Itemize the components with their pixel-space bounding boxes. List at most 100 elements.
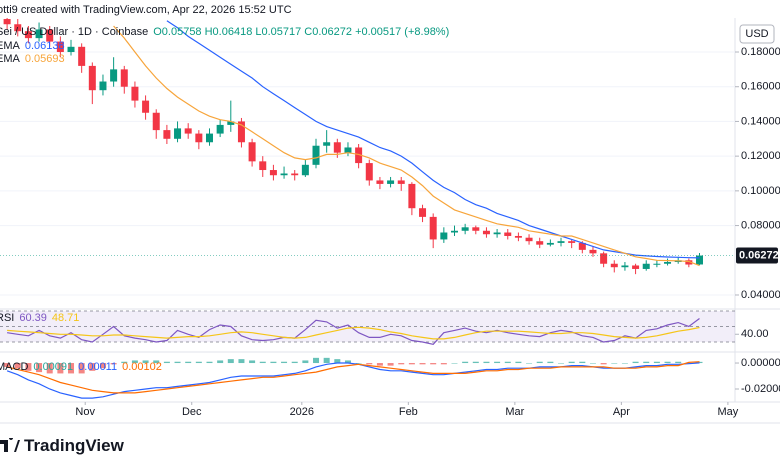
- candle-body: [429, 216, 437, 240]
- histogram-bar: [121, 361, 128, 364]
- rsi-name: RSI: [0, 312, 15, 324]
- price-legend: Sei / US Dollar · 1D · Coinbase O0.05758 …: [0, 26, 454, 38]
- candle-body: [259, 161, 267, 171]
- histogram-bar: [163, 361, 170, 364]
- candle-body: [46, 29, 54, 42]
- histogram-bar: [14, 363, 21, 369]
- candle-body: [642, 263, 650, 269]
- candle-body: [632, 265, 640, 269]
- histogram-bar: [515, 361, 522, 364]
- logo: [0, 438, 20, 452]
- histogram-bar: [334, 359, 341, 364]
- histogram-bar: [217, 360, 224, 364]
- candle-body: [248, 142, 256, 162]
- last-price-label: 0.06272: [739, 249, 779, 261]
- histogram-bar: [270, 361, 277, 364]
- candle-body: [67, 46, 75, 53]
- histogram-bar: [568, 361, 575, 364]
- candle-body: [24, 31, 32, 39]
- candle-body: [174, 128, 182, 139]
- ema-value: 0.06138: [24, 40, 65, 52]
- ema-legend: EMA 0.05693: [0, 53, 70, 65]
- histogram-bar: [57, 363, 64, 374]
- histogram-bar: [195, 361, 202, 364]
- histogram-bar: [376, 363, 383, 366]
- rsi-legend: RSI 60.39 48.71: [0, 312, 84, 324]
- histogram-bar: [185, 361, 192, 364]
- macd-name: MACD: [0, 361, 29, 373]
- series-line: [6, 362, 700, 399]
- histogram-bar: [46, 363, 53, 374]
- histogram-bar: [621, 363, 628, 364]
- pane: [4, 357, 703, 399]
- candle-body: [301, 164, 309, 176]
- histogram-bar: [25, 363, 32, 371]
- series-line: [7, 326, 700, 340]
- histogram-bar: [110, 363, 117, 365]
- macd-value: 0.00011: [78, 361, 118, 373]
- hist-value: 0.00091: [33, 361, 74, 373]
- candle-body: [568, 241, 576, 243]
- histogram-bar: [589, 363, 596, 364]
- y-tick-label: 0.12000: [741, 150, 780, 162]
- candle-body: [653, 263, 661, 265]
- candle-body: [472, 227, 480, 231]
- histogram-bar: [632, 361, 639, 364]
- histogram-bar: [131, 360, 138, 364]
- candle-body: [557, 241, 565, 243]
- candle-body: [312, 145, 320, 165]
- pane: [0, 310, 735, 345]
- histogram-bar: [408, 363, 415, 365]
- x-tick-label: Mar: [505, 406, 524, 418]
- y-tick-label: 0.16000: [741, 81, 780, 93]
- currency[interactable]: USD: [745, 28, 768, 40]
- candle-body: [578, 242, 586, 250]
- candle-body: [419, 208, 427, 217]
- candle-body: [291, 173, 299, 176]
- histogram-bar: [653, 361, 660, 364]
- x-tick-label: Nov: [75, 406, 95, 418]
- series-line: [166, 20, 700, 259]
- candle-body: [333, 142, 341, 153]
- histogram-bar: [206, 361, 213, 364]
- ema-value: 0.05693: [24, 53, 65, 65]
- candle-body: [514, 235, 522, 238]
- ema-name: EMA: [0, 40, 20, 52]
- histogram-bar: [344, 360, 351, 364]
- y-tick-label: 0.00000: [741, 357, 780, 369]
- histogram-bar: [355, 363, 362, 364]
- candle-body: [120, 69, 128, 87]
- candle-body: [482, 230, 490, 235]
- histogram-bar: [675, 361, 682, 364]
- chart: otti9 created with TradingView.com, Apr …: [0, 0, 780, 425]
- y-tick-label: 0.08000: [741, 219, 780, 231]
- background: [0, 0, 780, 425]
- candle-body: [387, 180, 395, 184]
- histogram-bar: [291, 361, 298, 364]
- candle-body: [504, 232, 512, 236]
- histogram-bar: [419, 363, 426, 365]
- histogram-bar: [504, 361, 511, 364]
- histogram-bar: [174, 361, 181, 364]
- histogram-bar: [430, 363, 437, 365]
- candle-body: [493, 232, 501, 235]
- y-tick-label: 40.00: [741, 328, 769, 340]
- histogram-bar: [259, 361, 266, 364]
- candle-body: [397, 180, 405, 184]
- currency-box[interactable]: [739, 24, 775, 44]
- candle-body: [237, 121, 245, 143]
- histogram-bar: [696, 361, 703, 364]
- candle-body: [610, 263, 618, 268]
- y-tick-label: 0.18000: [741, 46, 780, 58]
- histogram-bar: [387, 363, 394, 366]
- candle-body: [152, 112, 160, 131]
- candle-body: [365, 163, 373, 181]
- pane: [0, 18, 735, 296]
- histogram-bar: [281, 361, 288, 364]
- histogram-bar: [664, 361, 671, 364]
- histogram-bar: [249, 360, 256, 364]
- candle-body: [78, 46, 86, 66]
- symbol-title: Sei / US Dollar · 1D · Coinbase: [0, 26, 149, 38]
- y-tick-label: 0.10000: [741, 185, 780, 197]
